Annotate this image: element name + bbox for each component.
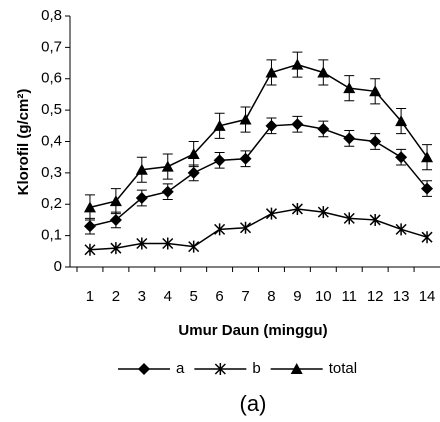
marker bbox=[317, 206, 329, 219]
y-tick-label: 0,1 bbox=[41, 227, 62, 244]
legend-marker bbox=[138, 363, 150, 375]
x-tick-label: 14 bbox=[419, 288, 436, 305]
y-tick-label: 0,8 bbox=[41, 7, 62, 24]
marker bbox=[395, 223, 407, 236]
legend-label: b bbox=[252, 360, 260, 377]
x-tick-label: 2 bbox=[112, 288, 120, 305]
marker bbox=[187, 148, 200, 160]
marker bbox=[84, 243, 96, 256]
marker bbox=[239, 152, 252, 165]
marker bbox=[291, 58, 304, 70]
marker bbox=[188, 240, 200, 253]
legend-marker bbox=[214, 363, 226, 375]
legend-label: a bbox=[176, 360, 185, 377]
marker bbox=[421, 151, 434, 163]
marker bbox=[265, 119, 278, 132]
marker bbox=[135, 163, 148, 175]
marker bbox=[187, 166, 200, 179]
marker bbox=[317, 66, 330, 78]
marker bbox=[83, 220, 96, 233]
marker bbox=[213, 119, 226, 131]
y-tick-label: 0 bbox=[54, 258, 62, 275]
y-tick-label: 0,2 bbox=[41, 195, 62, 212]
series-line bbox=[89, 63, 428, 209]
marker bbox=[421, 182, 434, 195]
x-tick-label: 10 bbox=[315, 288, 332, 305]
marker bbox=[369, 135, 382, 148]
marker bbox=[265, 207, 277, 220]
y-axis-label: Klorofil (g/cm²) bbox=[15, 89, 32, 196]
x-tick-label: 9 bbox=[293, 288, 301, 305]
marker bbox=[395, 115, 408, 127]
x-tick-label: 11 bbox=[341, 288, 357, 305]
marker bbox=[291, 202, 303, 215]
y-tick-label: 0,6 bbox=[41, 70, 62, 87]
caption: (a) bbox=[240, 391, 267, 416]
marker bbox=[213, 154, 226, 167]
marker bbox=[291, 118, 304, 131]
marker bbox=[369, 213, 381, 226]
marker bbox=[83, 201, 96, 213]
series-line bbox=[89, 208, 428, 251]
y-tick-label: 0,7 bbox=[41, 38, 62, 55]
legend-label: total bbox=[329, 360, 357, 377]
x-tick-label: 6 bbox=[215, 288, 223, 305]
marker bbox=[317, 122, 330, 135]
marker bbox=[343, 212, 355, 225]
x-tick-label: 12 bbox=[367, 288, 384, 305]
marker bbox=[214, 223, 226, 236]
marker bbox=[395, 151, 408, 164]
marker bbox=[136, 237, 148, 250]
legend-marker bbox=[290, 363, 303, 374]
x-tick-label: 3 bbox=[138, 288, 146, 305]
y-tick-label: 0,3 bbox=[41, 164, 62, 181]
marker bbox=[135, 191, 148, 204]
x-tick-label: 7 bbox=[241, 288, 249, 305]
marker bbox=[161, 185, 174, 198]
marker bbox=[161, 160, 174, 172]
marker bbox=[343, 82, 356, 94]
marker bbox=[109, 195, 122, 207]
marker bbox=[421, 231, 433, 244]
marker bbox=[240, 221, 252, 234]
x-tick-label: 5 bbox=[190, 288, 198, 305]
marker bbox=[369, 85, 382, 97]
marker bbox=[265, 66, 278, 78]
x-tick-label: 4 bbox=[164, 288, 172, 305]
x-tick-label: 13 bbox=[393, 288, 410, 305]
x-axis-label: Umur Daun (minggu) bbox=[178, 322, 327, 339]
x-tick-label: 1 bbox=[86, 288, 94, 305]
marker bbox=[109, 213, 122, 226]
marker bbox=[239, 113, 252, 125]
marker bbox=[162, 237, 174, 250]
x-tick-label: 8 bbox=[267, 288, 275, 305]
y-tick-label: 0,4 bbox=[41, 132, 62, 149]
marker bbox=[110, 242, 122, 255]
marker bbox=[343, 132, 356, 145]
y-tick-label: 0,5 bbox=[41, 101, 62, 118]
